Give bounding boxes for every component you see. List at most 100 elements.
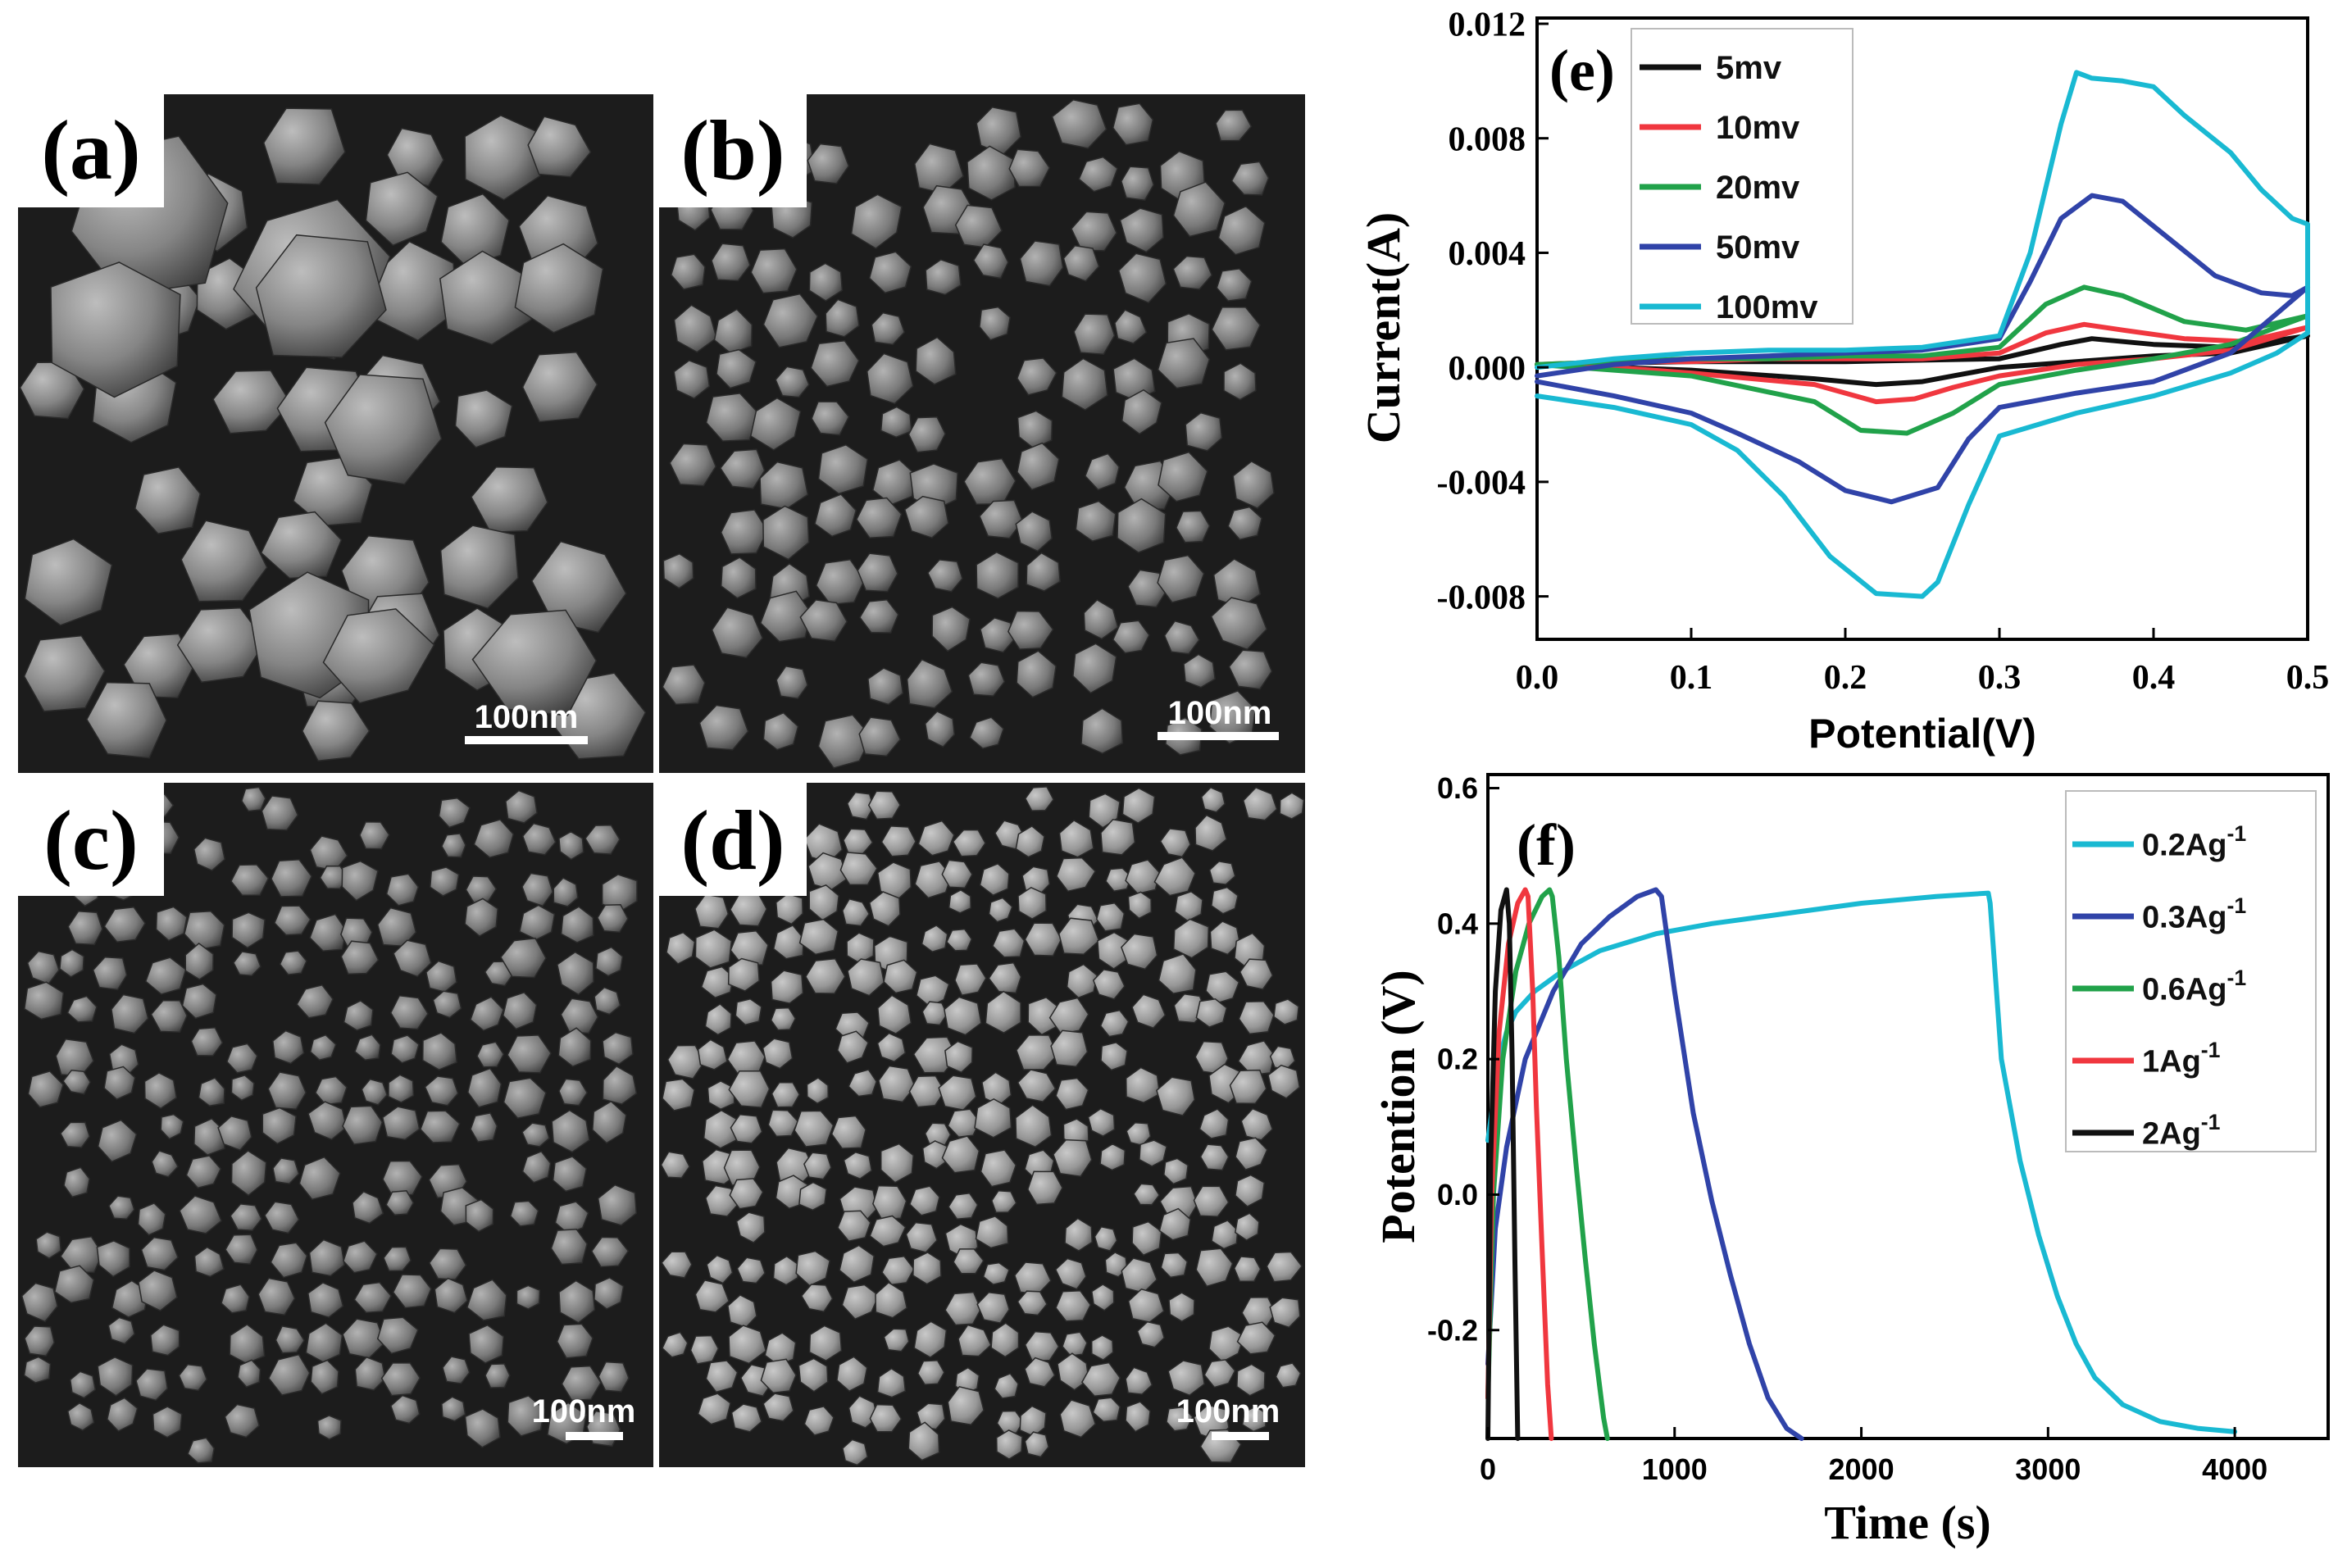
- legend-label: 5mv: [1716, 50, 1782, 86]
- nanoparticle: [193, 1246, 225, 1278]
- nanoparticle: [794, 1110, 835, 1148]
- nanoparticle: [772, 1255, 799, 1286]
- nanoparticle: [20, 1282, 58, 1323]
- nanoparticle: [1217, 205, 1266, 256]
- nanoparticle: [969, 716, 1005, 750]
- nanoparticle: [176, 607, 266, 684]
- nanoparticle: [1058, 819, 1094, 858]
- panel-label-e: (e): [1549, 38, 1615, 103]
- nanoparticle: [212, 370, 292, 434]
- nanoparticle: [1080, 707, 1124, 755]
- nanoparticle: [697, 1039, 728, 1070]
- nanoparticle: [808, 262, 844, 302]
- nanoparticle: [392, 1274, 432, 1309]
- nanoparticle: [1100, 1042, 1128, 1071]
- series-line-0-3ag-inv: [1485, 887, 1804, 1441]
- nanoparticle: [376, 1316, 419, 1355]
- nanoparticle: [187, 1437, 216, 1464]
- nanoparticle: [839, 1244, 876, 1284]
- nanoparticle: [704, 1002, 732, 1036]
- nanoparticle: [913, 1320, 948, 1358]
- nanoparticle: [389, 994, 429, 1030]
- nanoparticle: [155, 906, 188, 942]
- nanoparticle: [1241, 1406, 1267, 1433]
- nanoparticle: [1019, 240, 1064, 287]
- nanoparticle: [1210, 886, 1239, 915]
- nanoparticle: [594, 1276, 625, 1310]
- nanoparticle: [262, 1107, 297, 1145]
- legend-label: 20mv: [1716, 170, 1800, 206]
- nanoparticle: [217, 1115, 252, 1152]
- nanoparticle: [1056, 857, 1097, 893]
- nanoparticle: [1078, 156, 1118, 193]
- nanoparticle: [660, 1151, 690, 1179]
- nanoparticle: [1139, 1139, 1168, 1167]
- nanoparticle: [1121, 1257, 1158, 1294]
- panel-label-c: (c): [43, 793, 138, 888]
- nanoparticle: [869, 1215, 907, 1248]
- scale-bar-label: 100nm: [1176, 1393, 1280, 1429]
- sem-particles-c: [20, 783, 638, 1464]
- nanoparticle: [707, 1080, 735, 1111]
- nanoparticle: [509, 1200, 539, 1227]
- nanoparticle: [729, 1178, 764, 1210]
- nanoparticle: [975, 1216, 1009, 1249]
- x-tick-label: 0.3: [1978, 659, 2022, 697]
- nanoparticle: [776, 665, 808, 700]
- nanoparticle: [1016, 1034, 1058, 1070]
- y-tick-label: 0.008: [1449, 120, 1526, 158]
- nanoparticle: [1088, 793, 1121, 829]
- legend-label: 100mv: [1716, 289, 1818, 325]
- nanoparticle: [907, 1421, 940, 1461]
- nanoparticle: [880, 825, 917, 857]
- nanoparticle: [160, 1113, 184, 1140]
- nanoparticle: [310, 1359, 339, 1395]
- nanoparticle: [561, 1365, 602, 1402]
- nanoparticle: [850, 193, 903, 250]
- nanoparticle: [1100, 818, 1136, 856]
- nanoparticle: [760, 1358, 797, 1393]
- nanoparticle: [871, 311, 906, 346]
- nanoparticle: [1172, 181, 1226, 238]
- nanoparticle: [941, 1135, 980, 1174]
- nanoparticle: [728, 1070, 771, 1108]
- nanoparticle: [1024, 1357, 1056, 1388]
- nanoparticle: [944, 996, 982, 1036]
- nanoparticle: [97, 1356, 134, 1397]
- nanoparticle: [233, 951, 262, 977]
- nanoparticle: [974, 1098, 1012, 1139]
- nanoparticle: [134, 466, 202, 534]
- nanoparticle: [551, 1109, 590, 1153]
- nanoparticle: [1158, 1207, 1192, 1241]
- x-tick-label: 3000: [2015, 1452, 2081, 1486]
- nanoparticle: [1127, 891, 1153, 920]
- nanoparticle: [976, 551, 1019, 599]
- nanoparticle: [1007, 610, 1054, 650]
- nanoparticle: [770, 970, 804, 1004]
- nanoparticle: [230, 1075, 255, 1102]
- nanoparticle: [464, 898, 498, 938]
- gcd-series-group: [1485, 887, 2238, 1441]
- nanoparticle: [190, 1027, 224, 1057]
- nanoparticle: [271, 859, 312, 898]
- nanoparticle: [274, 905, 312, 936]
- nanoparticle: [868, 251, 912, 294]
- nanoparticle: [814, 493, 857, 538]
- nanoparticle: [516, 1284, 541, 1310]
- nanoparticle: [912, 1252, 942, 1285]
- nanoparticle: [193, 1117, 225, 1157]
- scale-bar: [1158, 732, 1279, 740]
- nanoparticle: [466, 1279, 507, 1321]
- nanoparticle: [50, 261, 181, 398]
- nanoparticle: [420, 1110, 461, 1143]
- nanoparticle: [499, 937, 547, 979]
- nanoparticle: [735, 1211, 766, 1244]
- nanoparticle: [602, 1065, 638, 1105]
- nanoparticle: [798, 1357, 829, 1393]
- nanoparticle: [1026, 552, 1061, 592]
- nanoparticle: [662, 552, 694, 589]
- x-tick-label: 0.5: [2286, 659, 2330, 697]
- nanoparticle: [749, 397, 802, 451]
- y-tick-label: 0.0: [1437, 1178, 1478, 1211]
- nanoparticle: [877, 994, 912, 1034]
